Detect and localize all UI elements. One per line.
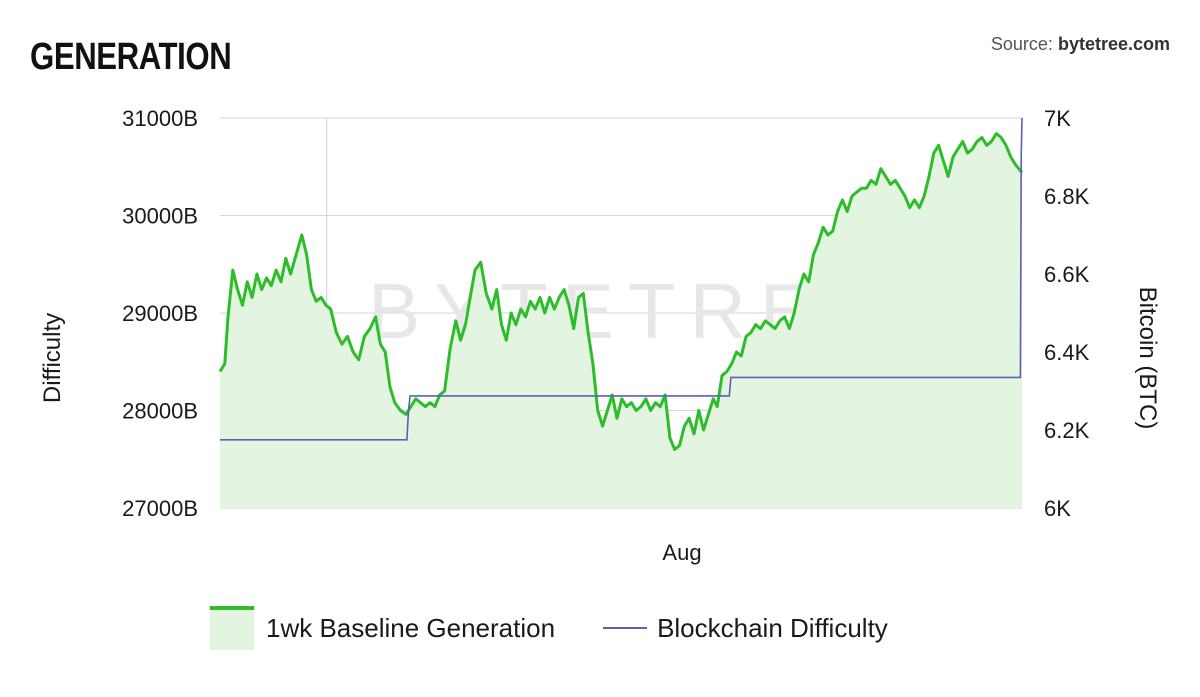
right-axis-title: Bitcoin (BTC) <box>1134 287 1161 430</box>
left-tick-label: 30000B <box>122 204 198 229</box>
left-tick-label: 29000B <box>122 301 198 326</box>
generation-line <box>218 132 1024 451</box>
source-name: bytetree.com <box>1057 34 1170 54</box>
legend-item-difficulty[interactable]: Blockchain Difficulty <box>603 613 888 644</box>
right-tick-label: 6.8K <box>1044 184 1090 209</box>
right-tick-label: 6.2K <box>1044 418 1090 443</box>
legend-item-generation[interactable]: 1wk Baseline Generation <box>210 606 555 650</box>
left-tick-label: 31000B <box>122 106 198 131</box>
legend-label-difficulty: Blockchain Difficulty <box>657 612 888 643</box>
left-tick-label: 27000B <box>122 496 198 521</box>
chart-title: GENERATION <box>30 36 232 78</box>
right-tick-label: 6K <box>1044 496 1071 521</box>
source-credit: Source: bytetree.com <box>991 34 1170 55</box>
right-tick-label: 7K <box>1044 106 1071 131</box>
left-axis-ticks: 27000B 28000B 29000B 30000B 31000B <box>122 106 198 521</box>
right-axis-ticks: 6K 6.2K 6.4K 6.6K 6.8K 7K <box>1044 106 1090 521</box>
legend-swatch-difficulty <box>603 627 648 629</box>
x-tick-label: Aug <box>662 540 701 565</box>
legend-label-generation: 1wk Baseline Generation <box>266 612 556 643</box>
chart-marks <box>218 117 1024 508</box>
left-tick-label: 28000B <box>122 399 198 424</box>
right-tick-label: 6.6K <box>1044 262 1090 287</box>
source-prefix: Source: <box>990 34 1053 54</box>
difficulty-line <box>220 117 1023 441</box>
x-axis-ticks: Aug <box>662 540 701 565</box>
chart-legend: 1wk Baseline Generation Blockchain Diffi… <box>210 606 888 650</box>
right-tick-label: 6.4K <box>1044 340 1090 365</box>
legend-swatch-generation <box>210 606 254 650</box>
generation-area <box>220 133 1022 508</box>
left-axis-title: Difficulty <box>39 313 66 403</box>
